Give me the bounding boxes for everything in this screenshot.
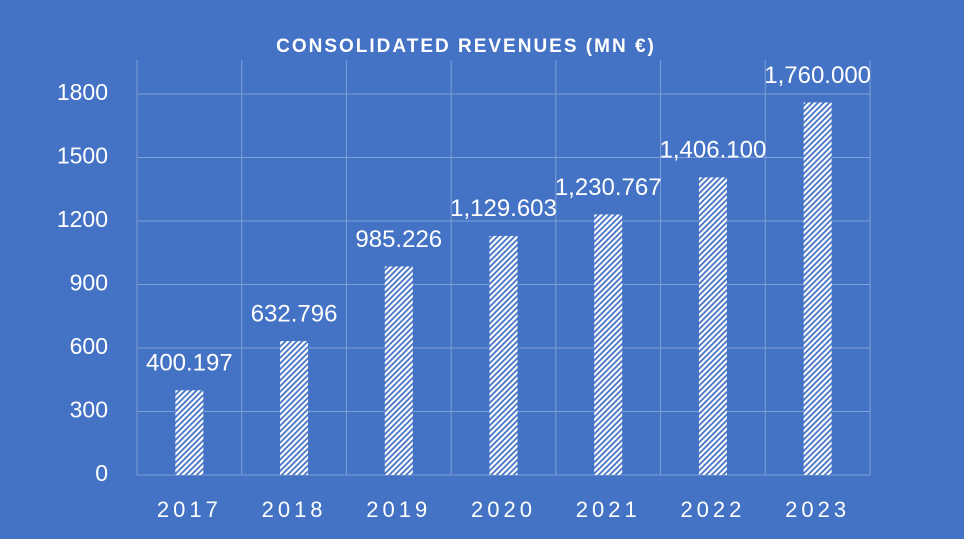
y-tick-label: 600 [70, 333, 108, 359]
data-label: 985.226 [355, 226, 442, 253]
y-tick-label: 1500 [57, 143, 108, 169]
data-label: 1,760.000 [764, 62, 871, 89]
y-tick-label: 1800 [57, 79, 108, 105]
bar [803, 102, 832, 475]
x-tick-label: 2020 [471, 497, 536, 522]
x-tick-label: 2023 [785, 497, 850, 522]
y-tick-label: 1200 [57, 206, 108, 232]
x-tick-label: 2021 [576, 497, 641, 522]
bar [280, 341, 309, 475]
bar [698, 177, 727, 476]
data-label: 400.197 [146, 350, 233, 377]
y-tick-label: 900 [70, 270, 108, 296]
x-tick-label: 2022 [680, 497, 745, 522]
data-label: 632.796 [251, 300, 338, 327]
x-tick-label: 2019 [366, 497, 431, 522]
y-tick-label: 300 [70, 397, 108, 423]
data-label: 1,129.603 [450, 195, 557, 222]
data-label: 1,406.100 [660, 137, 767, 164]
bar [594, 214, 623, 475]
bar [384, 266, 413, 475]
bar [489, 235, 518, 475]
chart-title: CONSOLIDATED REVENUES (MN €) [276, 36, 656, 57]
x-tick-label: 2018 [262, 497, 327, 522]
y-tick-label: 0 [95, 460, 108, 486]
x-tick-label: 2017 [157, 497, 222, 522]
bar [175, 390, 204, 475]
data-label: 1,230.767 [555, 174, 662, 201]
